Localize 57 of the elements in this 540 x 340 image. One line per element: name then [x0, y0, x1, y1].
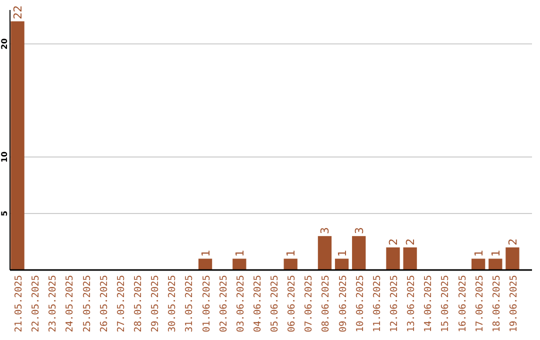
bar: [198, 258, 212, 270]
x-tick-label: 01.06.2025: [201, 275, 212, 332]
data-label: 1: [199, 250, 212, 257]
x-tick-label: 03.06.2025: [235, 275, 246, 332]
bar: [506, 247, 520, 270]
x-tick-label: 14.06.2025: [423, 275, 434, 332]
x-tick-label: 24.05.2025: [64, 275, 76, 332]
data-label: 1: [489, 250, 502, 257]
x-tick-label: 18.06.2025: [491, 275, 502, 332]
x-tick-label: 30.05.2025: [167, 275, 178, 332]
bar: [403, 247, 417, 270]
x-tick-label: 16.06.2025: [457, 275, 468, 332]
x-tick-label: 17.06.2025: [474, 275, 486, 332]
x-tick-label: 21.05.2025: [14, 275, 25, 332]
x-tick-label: 07.06.2025: [304, 275, 315, 332]
x-tick-label: 19.06.2025: [508, 275, 520, 332]
data-label: 1: [336, 250, 349, 257]
x-tick-label: 06.06.2025: [286, 275, 298, 332]
x-tick-label: 08.06.2025: [320, 275, 332, 332]
bar: [284, 258, 298, 270]
data-label: 22: [12, 5, 25, 20]
x-tick-label: 15.06.2025: [440, 275, 452, 332]
data-label: 1: [233, 250, 246, 257]
data-label: 1: [284, 250, 298, 257]
x-tick-label: 25.05.2025: [82, 275, 93, 332]
bar: [10, 21, 24, 270]
y-tick-label: 10: [0, 150, 9, 163]
data-label: 2: [387, 238, 400, 246]
x-tick-label: 12.06.2025: [389, 275, 400, 332]
x-tick-label: 04.06.2025: [252, 275, 264, 332]
data-label: 3: [352, 227, 366, 234]
bar: [232, 258, 246, 270]
data-label: 3: [318, 227, 332, 234]
bar: [334, 258, 349, 270]
bar: [386, 247, 400, 270]
x-tick-label: 11.06.2025: [372, 275, 383, 332]
x-tick-label: 26.05.2025: [98, 275, 110, 332]
bar: [488, 258, 502, 270]
data-label: 1: [472, 250, 486, 257]
bar: [472, 258, 486, 270]
x-tick-label: 02.06.2025: [218, 275, 230, 332]
x-tick-label: 10.06.2025: [354, 275, 366, 332]
x-tick-label: 28.05.2025: [133, 275, 144, 332]
data-label: 2: [404, 238, 418, 246]
y-tick-label: 5: [0, 210, 9, 216]
x-tick-label: 13.06.2025: [406, 275, 418, 332]
data-label: 2: [506, 238, 520, 246]
x-tick-label: 27.05.2025: [116, 275, 127, 332]
x-tick-label: 05.06.2025: [270, 275, 281, 332]
x-tick-label: 31.05.2025: [184, 275, 196, 332]
bar: [352, 236, 366, 270]
x-tick-label: 09.06.2025: [338, 275, 349, 332]
y-tick-label: 20: [0, 38, 9, 50]
x-tick-label: 23.05.2025: [48, 275, 59, 332]
x-tick-label: 22.05.2025: [30, 275, 42, 332]
bar: [318, 236, 332, 270]
x-tick-label: 29.05.2025: [150, 275, 162, 332]
